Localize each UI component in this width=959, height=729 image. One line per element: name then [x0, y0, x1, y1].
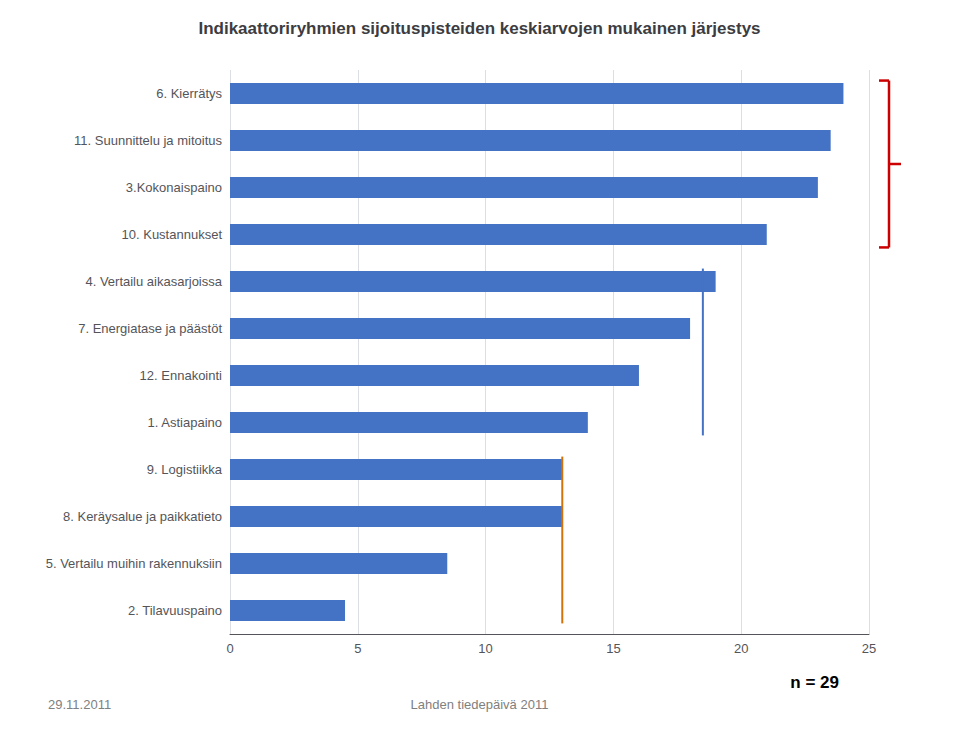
svg-text:20: 20	[734, 641, 748, 656]
svg-text:15: 15	[606, 641, 620, 656]
svg-text:1. Astiapaino: 1. Astiapaino	[148, 415, 222, 430]
svg-text:5. Vertailu muihin rakennuksii: 5. Vertailu muihin rakennuksiin	[46, 556, 222, 571]
svg-text:3.Kokonaispaino: 3.Kokonaispaino	[126, 180, 222, 195]
svg-text:12. Ennakointi: 12. Ennakointi	[140, 368, 223, 383]
svg-text:6. Kierrätys: 6. Kierrätys	[156, 86, 222, 101]
svg-text:Indikaattoriryhmien sijoituspi: Indikaattoriryhmien sijoituspisteiden ke…	[198, 19, 760, 38]
svg-text:8. Keräysalue ja paikkatieto: 8. Keräysalue ja paikkatieto	[63, 509, 222, 524]
svg-text:5: 5	[354, 641, 361, 656]
svg-text:Lahden tiedepäivä 2011: Lahden tiedepäivä 2011	[411, 697, 549, 712]
svg-text:29.11.2011: 29.11.2011	[48, 697, 111, 712]
svg-text:10: 10	[478, 641, 492, 656]
svg-text:0: 0	[226, 641, 233, 656]
svg-text:4. Vertailu aikasarjoissa: 4. Vertailu aikasarjoissa	[85, 274, 222, 289]
svg-text:25: 25	[862, 641, 876, 656]
svg-text:7. Energiatase ja päästöt: 7. Energiatase ja päästöt	[78, 321, 222, 336]
svg-text:2. Tilavuuspaino: 2. Tilavuuspaino	[128, 603, 222, 618]
svg-text:9. Logistiikka: 9. Logistiikka	[147, 462, 223, 477]
svg-text:10. Kustannukset: 10. Kustannukset	[122, 227, 223, 242]
svg-text:n = 29: n = 29	[790, 673, 839, 692]
svg-text:11. Suunnittelu ja mitoitus: 11. Suunnittelu ja mitoitus	[74, 133, 222, 148]
